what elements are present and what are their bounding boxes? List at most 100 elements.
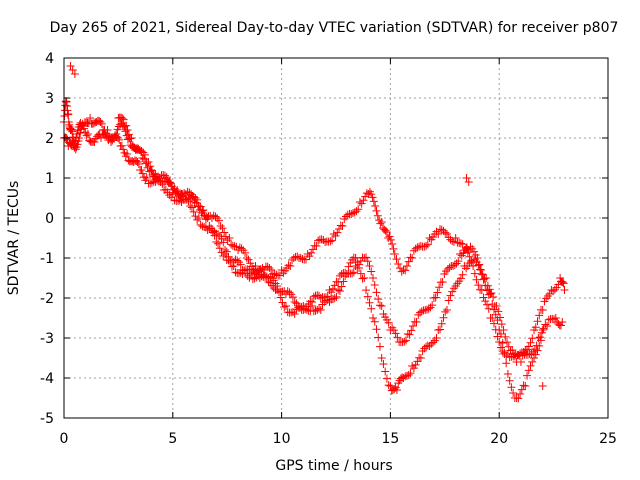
data-point bbox=[357, 199, 366, 208]
data-point bbox=[449, 284, 458, 293]
data-point bbox=[349, 268, 358, 277]
data-point bbox=[314, 236, 323, 245]
grid bbox=[64, 58, 608, 418]
data-point bbox=[413, 243, 422, 252]
data-point bbox=[238, 270, 247, 278]
data-point bbox=[303, 250, 312, 258]
data-point bbox=[83, 130, 92, 138]
data-point bbox=[467, 256, 476, 265]
data-point bbox=[214, 239, 223, 248]
data-point bbox=[386, 235, 395, 244]
data-point bbox=[142, 174, 151, 182]
data-point bbox=[527, 349, 536, 358]
data-point bbox=[338, 222, 347, 230]
data-point bbox=[358, 274, 367, 283]
data-point bbox=[113, 134, 122, 143]
data-point bbox=[64, 110, 73, 118]
data-point bbox=[229, 262, 238, 270]
data-point bbox=[374, 333, 383, 342]
data-point bbox=[441, 307, 450, 316]
data-point bbox=[226, 257, 235, 266]
data-point bbox=[147, 166, 156, 174]
data-point bbox=[117, 141, 126, 150]
data-point bbox=[315, 291, 324, 300]
data-point bbox=[115, 135, 124, 144]
data-point bbox=[193, 215, 202, 224]
data-point bbox=[82, 131, 91, 140]
data-point bbox=[316, 306, 325, 314]
data-point bbox=[276, 293, 285, 302]
data-point bbox=[503, 338, 512, 347]
data-point bbox=[298, 255, 307, 264]
data-point bbox=[524, 342, 533, 351]
data-point bbox=[327, 288, 336, 297]
data-point bbox=[446, 235, 455, 244]
data-point bbox=[80, 124, 89, 133]
data-point bbox=[384, 318, 393, 327]
data-point bbox=[506, 346, 515, 355]
data-point bbox=[196, 202, 205, 211]
data-point bbox=[214, 216, 223, 225]
data-point bbox=[489, 305, 498, 314]
data-point bbox=[469, 247, 478, 256]
data-point bbox=[476, 265, 485, 274]
data-point bbox=[137, 146, 146, 155]
data-point bbox=[501, 332, 510, 341]
data-point bbox=[445, 263, 454, 272]
data-marks bbox=[60, 62, 569, 403]
data-point bbox=[373, 211, 382, 220]
data-point bbox=[90, 138, 99, 146]
data-point bbox=[331, 231, 340, 240]
data-point bbox=[538, 326, 547, 334]
data-point bbox=[232, 242, 241, 251]
data-point bbox=[245, 273, 254, 282]
data-point bbox=[151, 170, 160, 178]
data-point bbox=[168, 186, 177, 194]
data-point bbox=[198, 206, 207, 215]
data-point bbox=[71, 136, 80, 145]
data-point bbox=[377, 302, 386, 310]
data-point bbox=[162, 173, 171, 182]
data-point bbox=[153, 176, 162, 185]
data-point bbox=[450, 261, 459, 270]
data-point bbox=[496, 343, 505, 352]
data-point bbox=[309, 292, 318, 301]
data-point bbox=[500, 348, 509, 357]
data-point bbox=[360, 274, 369, 282]
data-point bbox=[326, 237, 335, 246]
data-point bbox=[355, 198, 364, 206]
data-point bbox=[217, 234, 226, 243]
data-point bbox=[513, 351, 522, 360]
data-point bbox=[526, 338, 535, 347]
data-point bbox=[273, 286, 282, 294]
data-point bbox=[531, 323, 540, 332]
data-point bbox=[389, 244, 398, 253]
data-point bbox=[203, 214, 212, 222]
data-point bbox=[458, 270, 467, 279]
data-point bbox=[456, 250, 465, 258]
data-point bbox=[393, 333, 402, 342]
data-point bbox=[319, 235, 328, 244]
data-point bbox=[535, 311, 544, 320]
data-point bbox=[531, 350, 540, 359]
data-point bbox=[149, 170, 158, 179]
data-point bbox=[252, 270, 261, 279]
data-point bbox=[372, 325, 381, 334]
data-point bbox=[422, 305, 431, 314]
data-point bbox=[433, 288, 442, 297]
data-point bbox=[414, 310, 423, 319]
data-point bbox=[401, 266, 410, 275]
data-point bbox=[254, 270, 263, 279]
data-point bbox=[441, 228, 450, 237]
data-point bbox=[284, 261, 293, 270]
data-point bbox=[103, 126, 112, 134]
data-point bbox=[397, 267, 406, 276]
data-point bbox=[342, 270, 351, 278]
data-point bbox=[194, 214, 203, 222]
data-point bbox=[416, 354, 425, 362]
data-point bbox=[286, 262, 295, 270]
data-point bbox=[464, 246, 473, 254]
data-point bbox=[478, 270, 487, 279]
data-point bbox=[193, 195, 202, 204]
data-point bbox=[394, 259, 403, 268]
